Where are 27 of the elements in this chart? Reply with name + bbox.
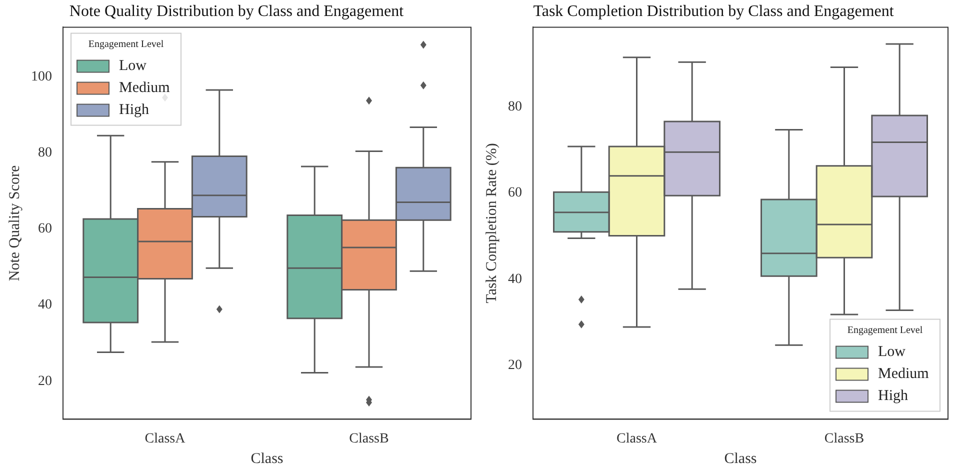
y-tick-label: 100	[31, 69, 52, 84]
y-tick-label: 60	[508, 186, 522, 201]
legend-label: Medium	[878, 366, 930, 382]
legend-label: Low	[878, 344, 906, 360]
y-tick-label: 20	[508, 358, 522, 374]
y-tick-label: 80	[38, 145, 52, 160]
x-tick-label: ClassB	[349, 431, 389, 446]
legend-label: Low	[119, 58, 147, 74]
x-tick-label: ClassB	[824, 431, 864, 446]
x-axis-title: Class	[250, 450, 284, 467]
y-tick-label: 80	[508, 100, 522, 115]
chart-title: Task Completion Distribution by Class and Engagement	[533, 2, 894, 20]
chart-title: Note Quality Distribution by Class and Engagement	[69, 2, 404, 20]
y-tick-label: 20	[38, 374, 52, 389]
y-tick-label: 60	[38, 222, 52, 237]
y-tick-label: 40	[38, 298, 52, 313]
x-tick-label: ClassA	[144, 431, 186, 446]
legend-label: Medium	[119, 80, 170, 96]
x-tick-label: ClassA	[616, 431, 658, 446]
legend-title: Engagement Level	[88, 38, 164, 50]
y-axis-title: Task Completion Rate (%)	[484, 143, 500, 304]
legend-label: High	[878, 388, 908, 404]
x-axis-title: Class	[724, 450, 757, 467]
y-axis-title: Note Quality Score	[6, 164, 23, 282]
legend-label: High	[119, 102, 150, 118]
y-tick-label: 40	[508, 272, 522, 287]
legend-title: Engagement Level	[847, 324, 923, 336]
